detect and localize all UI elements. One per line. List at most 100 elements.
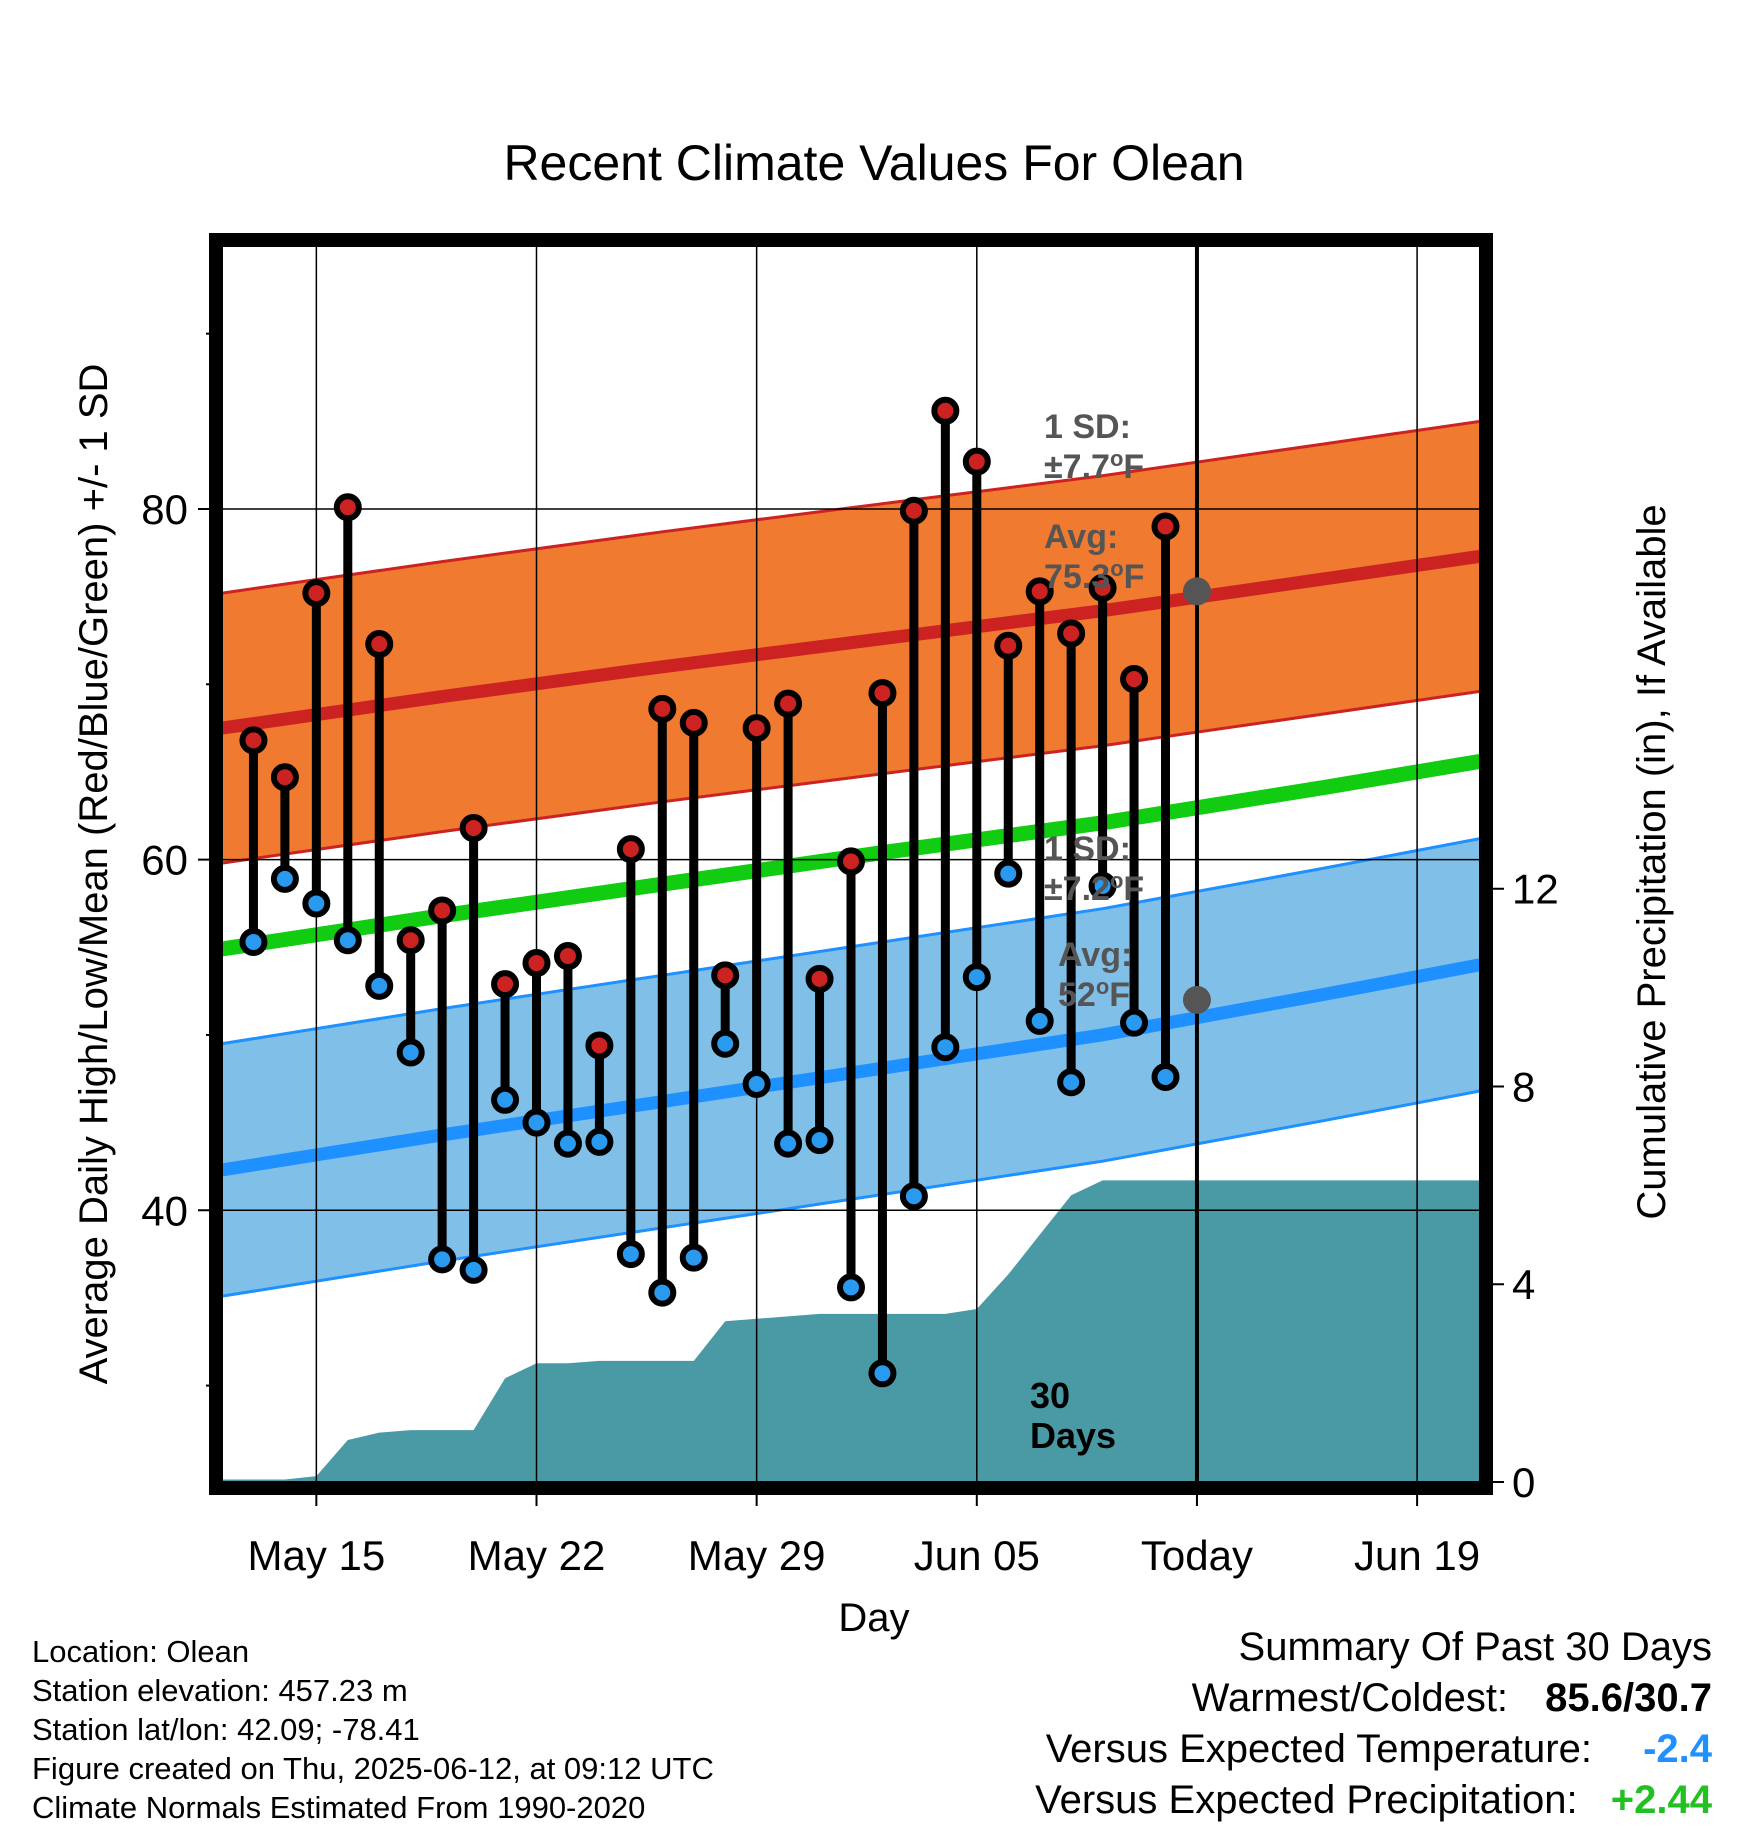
low-avg-today-marker: [1182, 985, 1211, 1014]
x-tick-label: Jun 19: [1354, 1532, 1480, 1579]
low-temp-marker: [522, 1108, 551, 1137]
chart-title: Recent Climate Values For Olean: [503, 135, 1244, 191]
low-temp-marker: [585, 1127, 614, 1156]
warm-cold-label: Warmest/Coldest:: [1191, 1676, 1509, 1720]
high-temp-marker: [428, 896, 457, 925]
low-temp-marker: [1057, 1068, 1086, 1097]
y-tick-label: 40: [141, 1187, 188, 1234]
high-temp-marker: [648, 694, 677, 723]
low-temp-marker: [553, 1129, 582, 1158]
low-temp-marker: [1151, 1063, 1180, 1092]
high-temp-marker: [1057, 619, 1086, 648]
low-temp-marker: [711, 1029, 740, 1058]
plot-inner: [222, 246, 1480, 1482]
summary-temp: Versus Expected Temperature: -2.4: [1035, 1724, 1712, 1775]
y2-tick-label: 12: [1512, 866, 1559, 913]
low-temp-marker: [396, 1038, 425, 1067]
y2-tick-label: 0: [1512, 1459, 1535, 1506]
y-axis-title: Average Daily High/Low/Mean (Red/Blue/Gr…: [72, 364, 116, 1385]
x-tick-label: May 29: [688, 1532, 826, 1579]
x-tick-label: Jun 05: [914, 1532, 1040, 1579]
high-temp-marker: [302, 579, 331, 608]
today-days-label: 30 Days: [1030, 1375, 1116, 1456]
high-temp-marker: [396, 926, 425, 955]
low-temp-marker: [302, 889, 331, 918]
high-sd-annotation: 1 SD: ±7.7oF: [1044, 408, 1144, 486]
plot-area: 1 SD: ±7.7oF Avg: 75.3oF 1 SD: ±7.2oF Avg: 52oF…: [141, 233, 1559, 1579]
low-temp-marker: [805, 1126, 834, 1155]
summary-warm-cold: Warmest/Coldest: 85.6/30.7: [1035, 1673, 1712, 1724]
y-tick-label: 80: [141, 486, 188, 533]
low-sd-annotation: 1 SD: ±7.2oF: [1044, 830, 1144, 908]
low-temp-marker: [428, 1245, 457, 1274]
high-temp-marker: [868, 679, 897, 708]
x-tick-label: May 22: [468, 1532, 606, 1579]
y2-tick-label: 4: [1512, 1261, 1535, 1308]
high-temp-marker: [459, 814, 488, 843]
high-avg-today-marker: [1182, 577, 1211, 606]
info-latlon: Station lat/lon: 42.09; -78.41: [32, 1712, 420, 1747]
low-temp-marker: [899, 1182, 928, 1211]
y2-axis-title: Cumulative Precipitation (in), If Availa…: [1630, 504, 1674, 1219]
high-temp-marker: [1120, 665, 1149, 694]
high-sd-upper-edge: [222, 419, 1480, 595]
low-temp-marker: [616, 1240, 645, 1269]
precip-value: +2.44: [1610, 1778, 1712, 1822]
high-temp-marker: [711, 961, 740, 990]
low-temp-marker: [994, 859, 1023, 888]
high-temp-marker: [1025, 577, 1054, 606]
low-temp-marker: [1120, 1008, 1149, 1037]
high-temp-marker: [365, 629, 394, 658]
high-temp-marker: [333, 493, 362, 522]
high-temp-marker: [1088, 573, 1117, 602]
high-avg-annotation: Avg: 75.3oF: [1044, 518, 1144, 596]
precip-label: Versus Expected Precipitation:: [1035, 1778, 1578, 1822]
x-tick-label: Today: [1141, 1532, 1253, 1579]
info-location: Location: Olean: [32, 1634, 250, 1669]
low-temp-marker: [868, 1359, 897, 1388]
y2-tick-label: 8: [1512, 1063, 1535, 1110]
high-temp-marker: [742, 714, 771, 743]
high-temp-marker: [1151, 512, 1180, 541]
high-temp-marker: [899, 496, 928, 525]
high-temp-marker: [553, 942, 582, 971]
high-temp-marker: [962, 447, 991, 476]
high-temp-marker: [805, 964, 834, 993]
low-temp-marker: [1025, 1006, 1054, 1035]
warm-cold-value: 85.6/30.7: [1545, 1676, 1712, 1720]
low-temp-marker: [931, 1033, 960, 1062]
low-temp-marker: [333, 926, 362, 955]
plot-frame: [209, 233, 1493, 1495]
info-elevation: Station elevation: 457.23 m: [32, 1673, 408, 1708]
info-normals: Climate Normals Estimated From 1990-2020: [32, 1790, 646, 1825]
high-temp-marker: [522, 949, 551, 978]
high-temp-marker: [270, 763, 299, 792]
low-temp-marker: [491, 1085, 520, 1114]
high-temp-marker: [616, 835, 645, 864]
low-temp-marker: [962, 963, 991, 992]
high-temp-marker: [679, 708, 708, 737]
low-temp-marker: [270, 864, 299, 893]
high-temp-marker: [585, 1031, 614, 1060]
temp-value: -2.4: [1643, 1727, 1712, 1771]
info-created: Figure created on Thu, 2025-06-12, at 09…: [32, 1751, 714, 1786]
low-temp-marker: [679, 1243, 708, 1272]
low-temp-marker: [648, 1278, 677, 1307]
high-temp-marker: [239, 726, 268, 755]
low-temp-marker: [1088, 871, 1117, 900]
y-tick-label: 60: [141, 837, 188, 884]
x-tick-label: May 15: [247, 1532, 385, 1579]
station-info: Location: Olean Station elevation: 457.2…: [32, 1632, 714, 1827]
high-temp-marker: [931, 396, 960, 425]
high-temp-marker: [774, 689, 803, 718]
high-normal-line: [222, 549, 1480, 735]
summary-panel: Summary Of Past 30 Days Warmest/Coldest:…: [1035, 1622, 1712, 1826]
high-temp-marker: [491, 970, 520, 999]
temp-label: Versus Expected Temperature:: [1045, 1727, 1592, 1771]
low-temp-marker: [742, 1070, 771, 1099]
x-axis-title: Day: [838, 1596, 909, 1640]
low-temp-marker: [365, 971, 394, 1000]
low-temp-marker: [774, 1129, 803, 1158]
summary-precip: Versus Expected Precipitation: +2.44: [1035, 1775, 1712, 1826]
